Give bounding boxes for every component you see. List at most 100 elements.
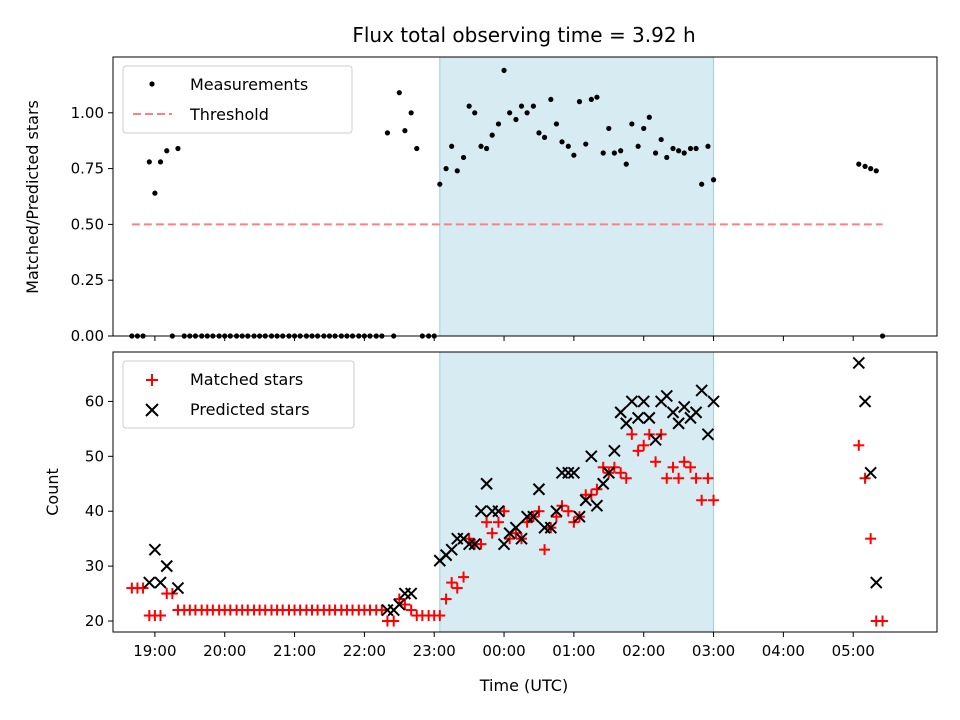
predicted-star-point: [497, 537, 511, 551]
legend-matched-marker: [146, 374, 158, 386]
measurement-point: [618, 148, 624, 154]
predicted-star-point: [620, 417, 633, 430]
matched-star-point: [620, 472, 632, 484]
bottom-legend-box: [122, 360, 355, 429]
measurement-point: [594, 94, 600, 100]
matched-star-point: [877, 615, 889, 627]
matched-star-point: [708, 494, 720, 506]
matched-star-point: [434, 610, 446, 622]
measurement-point: [571, 152, 577, 158]
matched-star-point: [521, 516, 533, 528]
matched-star-point: [388, 615, 400, 627]
measurement-point: [856, 161, 862, 167]
top-y-ticks: 0.00 0.25 0.50 0.75 1.00: [71, 104, 113, 345]
predicted-stars-points: [143, 356, 883, 617]
x-tick-label: 03:00: [692, 642, 735, 660]
predicted-star-point: [678, 400, 691, 414]
top-plot-frame: [112, 56, 938, 337]
predicted-star-point: [614, 406, 627, 419]
bottom-plot-frame: [112, 351, 938, 633]
matched-star-point: [632, 445, 644, 457]
matched-star-point: [678, 456, 690, 468]
matched-star-point: [510, 527, 522, 539]
bottom-y-axis-label: Count: [43, 468, 62, 516]
top-x-ticks: [154, 336, 854, 341]
measurement-point: [705, 143, 711, 149]
predicted-star-point: [550, 505, 563, 518]
predicted-star-point: [567, 466, 581, 479]
matched-star-point: [684, 461, 696, 473]
bottom-y-ticks: 20 30 40 50 60: [85, 392, 113, 630]
predicted-star-point: [689, 406, 703, 419]
bottom-legend: Matched stars Predicted stars: [122, 360, 355, 429]
bottom-x-ticks: 19:00 20:00 21:00 22:00 23:00 00:00 01:00 02:00…: [133, 632, 875, 660]
measurement-point: [699, 181, 705, 187]
matched-star-point: [137, 582, 149, 594]
predicted-star-point: [171, 581, 185, 595]
measurement-point: [536, 130, 542, 136]
measurement-point: [402, 128, 408, 134]
top-y-tick-label: 0.25: [71, 271, 104, 289]
bottom-y-tick-label: 40: [85, 502, 104, 520]
matched-stars-points: [126, 428, 889, 627]
matched-star-point: [638, 439, 650, 451]
predicted-star-point: [608, 444, 621, 458]
bottom-y-tick-label: 50: [85, 447, 104, 465]
matched-star-point: [539, 544, 551, 556]
predicted-star-point: [602, 466, 616, 479]
predicted-star-point: [590, 499, 604, 512]
measurement-point: [478, 143, 484, 149]
predicted-star-point: [701, 428, 715, 441]
matched-star-point: [562, 505, 574, 517]
measurement-point: [629, 121, 635, 127]
matched-star-point: [451, 582, 463, 594]
matched-star-point: [463, 533, 475, 545]
top-legend-box: [122, 65, 353, 134]
measurement-point: [437, 181, 443, 187]
measurement-point: [495, 121, 502, 127]
legend-matched-label: Matched stars: [190, 370, 303, 389]
x-tick-label: 19:00: [133, 642, 176, 660]
predicted-star-point: [398, 587, 412, 600]
predicted-star-point: [562, 466, 575, 479]
matched-star-point: [458, 571, 470, 583]
predicted-star-point: [515, 532, 528, 545]
matched-star-point: [650, 456, 662, 468]
predicted-star-point: [637, 395, 650, 408]
legend-predicted-label: Predicted stars: [190, 400, 310, 419]
x-axis-label: Time (UTC): [479, 676, 568, 695]
measurement-point: [408, 110, 414, 116]
predicted-star-point: [660, 389, 673, 403]
matched-star-point: [166, 588, 178, 600]
matched-star-point: [492, 516, 504, 528]
x-tick-label: 05:00: [832, 642, 875, 660]
legend-measurements-label: Measurements: [190, 75, 308, 94]
predicted-star-point: [148, 543, 162, 556]
measurement-point: [658, 136, 664, 143]
measurement-point: [641, 125, 647, 132]
measurement-point: [676, 148, 682, 154]
matched-star-point: [154, 610, 166, 622]
matched-star-point: [597, 461, 609, 473]
measurement-point: [559, 139, 565, 145]
measurement-point: [583, 141, 589, 147]
predicted-star-point: [527, 510, 540, 523]
predicted-star-point: [625, 395, 639, 408]
x-tick-label: 20:00: [203, 642, 246, 660]
top-highlight-span: [439, 56, 715, 337]
bottom-y-tick-label: 60: [85, 392, 104, 410]
measurement-point: [501, 67, 507, 73]
predicted-star-point: [631, 411, 645, 425]
measurement-point: [687, 145, 694, 152]
predicted-star-point: [492, 505, 505, 518]
measurement-point: [524, 110, 530, 116]
matched-star-point: [667, 461, 679, 473]
predicted-star-point: [666, 406, 680, 419]
predicted-star-point: [864, 466, 877, 479]
matched-star-point: [446, 577, 458, 589]
measurement-point: [175, 145, 181, 152]
bottom-y-tick-label: 20: [85, 612, 104, 630]
x-tick-label: 04:00: [762, 642, 805, 660]
predicted-star-point: [393, 598, 406, 611]
measurement-point: [472, 110, 478, 116]
